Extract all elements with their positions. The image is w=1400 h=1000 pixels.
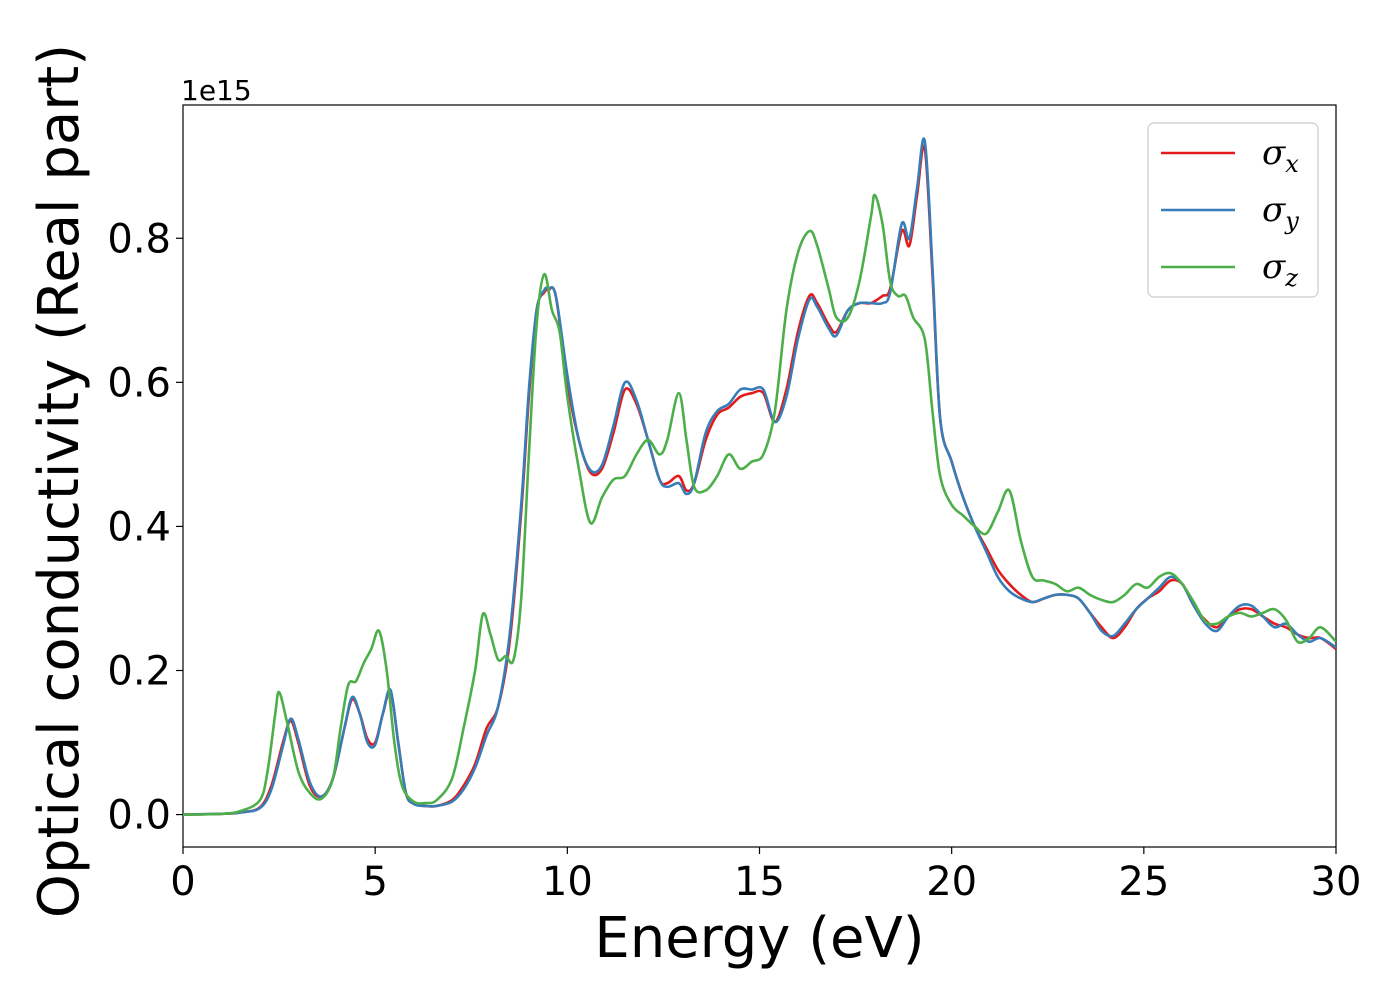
series-layer [183,137,1336,816]
x-axis-ticks: 0 5 10 15 20 25 30 [170,847,1361,905]
x-tick-label: 25 [1118,859,1169,905]
legend-entry-y: σy [1262,190,1299,235]
y-axis-offset-label: 1e15 [181,74,252,107]
y-tick-label: 0.8 [107,216,171,262]
y-tick-label: 0.2 [107,649,171,695]
y-axis-ticks: 0.0 0.2 0.4 0.6 0.8 [107,216,183,839]
x-tick-label: 15 [734,859,785,905]
y-tick-label: 0.4 [107,504,171,550]
x-tick-label: 30 [1311,859,1362,905]
y-tick-label: 0.6 [107,360,171,406]
x-tick-label: 10 [542,859,593,905]
y-axis-label: Optical conductivity (Real part) [27,44,92,918]
x-tick-label: 5 [362,859,387,905]
x-tick-label: 0 [170,859,195,905]
y-tick-label: 0.0 [107,793,171,839]
legend-entry-z: σz [1262,247,1298,292]
x-axis-label: Energy (eV) [594,906,924,971]
legend: σx σy σz [1147,122,1319,298]
x-tick-label: 20 [926,859,977,905]
series-line-z [183,193,1336,816]
series-line-y [183,137,1336,816]
legend-entry-x: σx [1262,133,1299,178]
